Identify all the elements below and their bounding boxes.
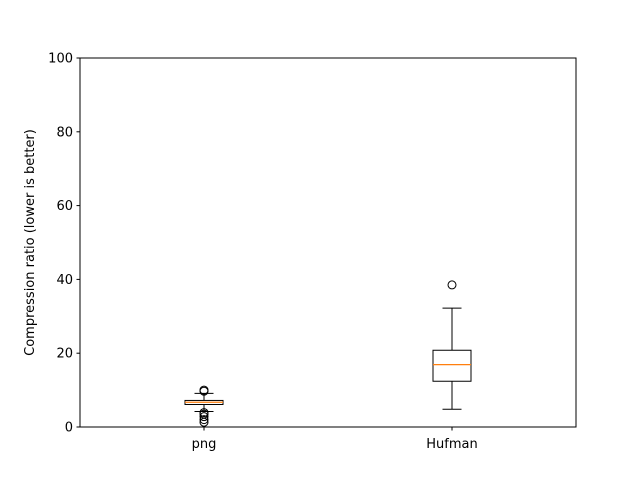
plot-marks (184, 280, 472, 427)
y-tick-label: 80 (56, 125, 73, 140)
outlier-point (199, 385, 209, 395)
outlier-point (199, 412, 209, 422)
y-axis-label: Compression ratio (lower is better) (23, 129, 38, 356)
outlier-point (199, 408, 209, 418)
iqr-box (432, 349, 472, 382)
plot-frame (79, 57, 577, 428)
box-Hufman (432, 280, 472, 410)
y-tick-label: 0 (65, 421, 73, 436)
x-tick-label: Hufman (426, 437, 477, 452)
y-axis: 0 20 40 60 80 100 (48, 52, 80, 436)
y-tick-label: 20 (56, 347, 73, 362)
box-png (184, 385, 224, 427)
y-tick-label: 100 (48, 52, 73, 67)
y-tick-label: 40 (56, 273, 73, 288)
x-axis: png Hufman (192, 427, 478, 452)
y-tick-label: 60 (56, 199, 73, 214)
x-tick-label: png (192, 437, 217, 452)
outlier-point (199, 415, 209, 425)
outlier-point (447, 280, 457, 290)
